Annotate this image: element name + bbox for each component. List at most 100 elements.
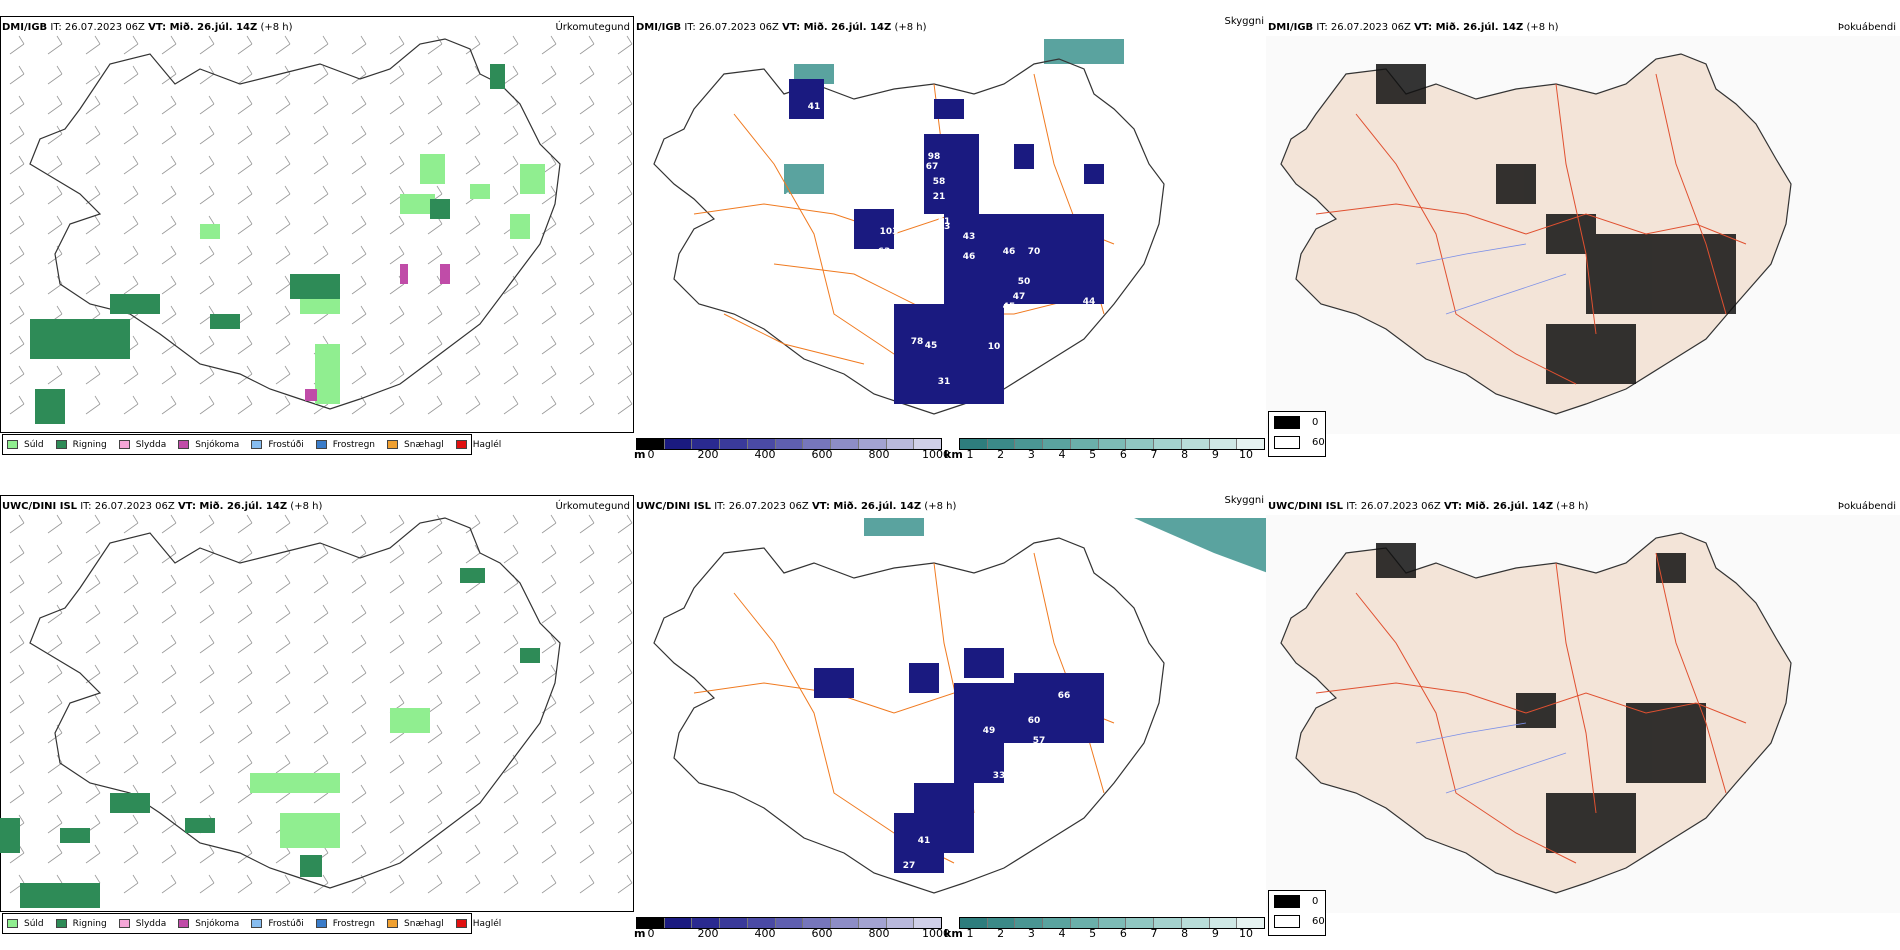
wind-barb xyxy=(9,574,25,594)
legend-label: Haglél xyxy=(472,439,502,450)
wind-barb xyxy=(503,155,519,175)
wind-barb xyxy=(503,514,519,534)
wind-barb xyxy=(579,395,595,415)
wind-barb xyxy=(579,335,595,355)
wind-barb xyxy=(617,185,633,205)
visibility-value-label: 50 xyxy=(1018,277,1031,287)
visibility-value-label: 33 xyxy=(993,771,1006,781)
wind-barb xyxy=(579,634,595,654)
wind-barb xyxy=(9,784,25,804)
colorbar-segment xyxy=(1209,918,1238,928)
colorbar-tick-label: 0 xyxy=(647,448,655,461)
colorbar-tick-label: 2 xyxy=(997,448,1005,461)
wind-barb xyxy=(503,724,519,744)
wind-barb xyxy=(427,245,443,265)
legend-swatch xyxy=(178,919,190,928)
colorbar-segment xyxy=(803,439,832,449)
wind-barb xyxy=(9,754,25,774)
visibility-value-label: 66 xyxy=(1058,691,1071,701)
ceiling-areas xyxy=(814,648,1104,873)
lead-time: (+8 h) xyxy=(260,22,293,33)
wind-barb xyxy=(161,215,177,235)
wind-barb xyxy=(237,514,253,534)
wind-barb xyxy=(237,365,253,385)
wind-barb xyxy=(9,634,25,654)
wind-barb xyxy=(389,574,405,594)
wind-barb xyxy=(199,65,215,85)
fog-legend-row: 0 xyxy=(1269,412,1325,432)
wind-barb xyxy=(161,125,177,145)
wind-barb xyxy=(161,724,177,744)
wind-barb xyxy=(389,874,405,894)
legend-swatch xyxy=(7,440,18,449)
wind-barb xyxy=(617,664,633,684)
wind-barb xyxy=(123,604,139,624)
wind-barb xyxy=(503,874,519,894)
fog-legend-label: 60 xyxy=(1312,915,1325,927)
wind-barb xyxy=(503,245,519,265)
legend-label: Rigning xyxy=(72,918,107,929)
visibility-ticks-row2: 1 2 3 4 5 6 7 8 9 10 xyxy=(964,927,1264,941)
wind-barb xyxy=(351,125,367,145)
wind-barb xyxy=(389,125,405,145)
wind-barb xyxy=(351,694,367,714)
wind-barb xyxy=(9,335,25,355)
wind-barb xyxy=(541,35,557,55)
wind-barb xyxy=(123,664,139,684)
visibility-value-label: 49 xyxy=(1028,182,1041,192)
wind-barb xyxy=(313,604,329,624)
wind-barb xyxy=(199,245,215,265)
wind-barb xyxy=(541,814,557,834)
wind-barb xyxy=(389,754,405,774)
rain-areas xyxy=(0,568,540,908)
wind-barb xyxy=(47,784,63,804)
legend-item: Súld xyxy=(7,440,44,450)
wind-barb xyxy=(389,814,405,834)
valid-time: VT: Mið. 26.júl. 14Z xyxy=(148,22,258,33)
wind-barb xyxy=(85,724,101,744)
colorbar-tick-label: 10 xyxy=(1239,448,1253,461)
wind-barb xyxy=(237,754,253,774)
legend-item: Slydda xyxy=(118,919,166,929)
wind-barb xyxy=(465,95,481,115)
visibility-value-label: 46 xyxy=(1003,247,1016,257)
wind-barb xyxy=(579,694,595,714)
colorbar-segment xyxy=(886,918,915,928)
visibility-value-label: 44 xyxy=(1068,307,1081,317)
wind-barb xyxy=(389,215,405,235)
visibility-value-label: 51 xyxy=(928,711,941,721)
wind-barb xyxy=(199,754,215,774)
wind-barb xyxy=(617,245,633,265)
colorbar-segment xyxy=(960,439,988,449)
wind-barb xyxy=(313,95,329,115)
wind-barb xyxy=(123,155,139,175)
lead-time: (+8 h) xyxy=(290,501,323,512)
wind-barb xyxy=(9,245,25,265)
valid-time: VT: Mið. 26.júl. 14Z xyxy=(1443,501,1554,512)
wind-barb xyxy=(351,784,367,804)
legend-item: Frostúði xyxy=(251,918,304,929)
wind-barb xyxy=(503,185,519,205)
colorbar-tick-label: 400 xyxy=(754,927,776,940)
visibility-value-label: 96 xyxy=(853,182,866,192)
wind-barb xyxy=(9,155,25,175)
colorbar-segment xyxy=(664,439,693,449)
wind-barb xyxy=(275,514,291,534)
ceiling-ticks-row1: 0 200 400 600 800 1000 xyxy=(634,448,954,462)
legend-label: Frostúði xyxy=(268,918,304,929)
wind-barb xyxy=(617,544,633,564)
wind-barb xyxy=(161,514,177,534)
wind-barb xyxy=(351,185,367,205)
wind-barb xyxy=(617,125,633,145)
colorbar-tick-label: 9 xyxy=(1211,448,1219,461)
colorbar-tick-label: 9 xyxy=(1211,927,1219,940)
wind-barb xyxy=(579,514,595,534)
visibility-value-label: 10 xyxy=(988,342,1001,352)
wind-barb xyxy=(313,514,329,534)
wind-barb xyxy=(85,125,101,145)
legend-swatch xyxy=(55,919,67,928)
wind-barb xyxy=(503,275,519,295)
legend-item: Haglél xyxy=(455,919,501,929)
wind-barb xyxy=(579,245,595,265)
wind-barb xyxy=(465,335,481,355)
